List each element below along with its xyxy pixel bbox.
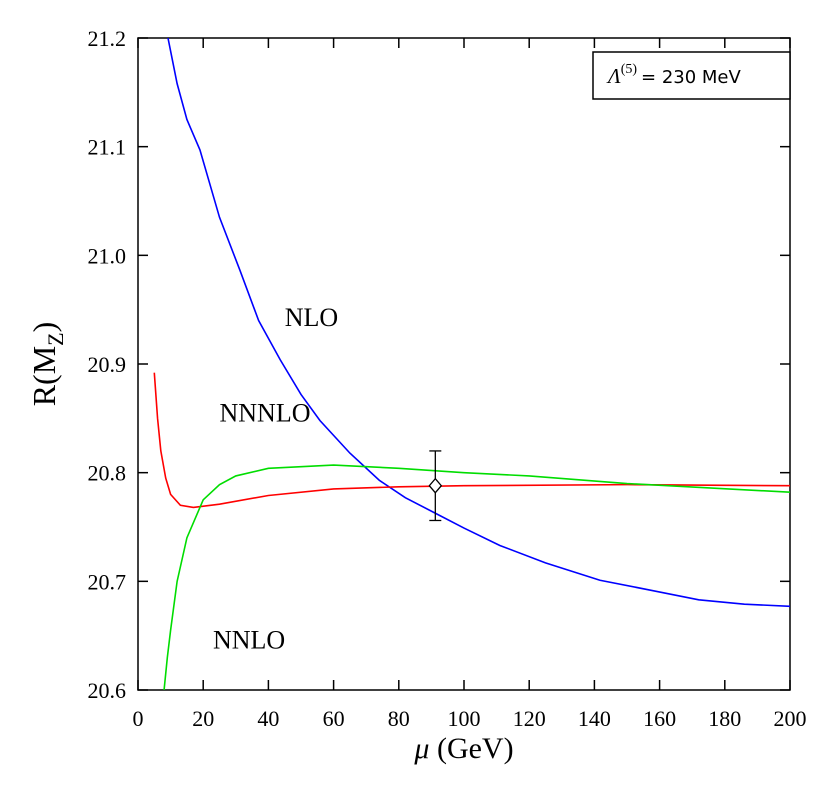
x-tick-label: 0 — [133, 706, 144, 731]
y-tick-label: 21.0 — [88, 243, 127, 268]
series-label: NLO — [285, 303, 338, 332]
y-tick-label: 20.7 — [88, 569, 127, 594]
info-box — [592, 51, 791, 100]
lambda: Λ — [606, 64, 621, 88]
info-text: Λ(5) = 230 MeV — [606, 62, 742, 88]
lines — [153, 38, 790, 690]
y-sub: Z — [43, 332, 68, 345]
series-line — [167, 38, 790, 608]
series-label: NNLO — [213, 626, 285, 655]
y-tick-label: 21.1 — [88, 135, 127, 160]
y-main: R(M — [26, 346, 62, 406]
series-line — [153, 372, 790, 509]
x-tick-label: 60 — [323, 706, 345, 731]
x-tick-label: 80 — [388, 706, 410, 731]
x-tick-label: 160 — [643, 706, 676, 731]
x-tick-label: 20 — [192, 706, 214, 731]
plot-frame — [137, 37, 791, 691]
box-value: = 230 MeV — [641, 67, 741, 88]
y-tick-label: 20.8 — [88, 461, 127, 486]
x-unit: (GeV) — [429, 732, 513, 765]
x-axis-label: μ (GeV) — [413, 732, 513, 765]
superscript: (5) — [621, 62, 638, 77]
x-tick-label: 100 — [448, 706, 481, 731]
x-tick-label: 200 — [774, 706, 807, 731]
y-tick-label: 21.2 — [88, 26, 127, 51]
x-tick-label: 120 — [513, 706, 546, 731]
mu: μ — [413, 732, 429, 765]
series-label: NNNLO — [220, 399, 311, 428]
y-axis-label: R(MZ) — [26, 322, 68, 407]
x-tick-label: 180 — [708, 706, 741, 731]
y-tick-label: 20.6 — [88, 678, 127, 703]
x-tick-label: 140 — [578, 706, 611, 731]
y-close: ) — [26, 322, 62, 333]
y-tick-label: 20.9 — [88, 352, 127, 377]
data-point — [428, 477, 443, 494]
x-tick-label: 40 — [257, 706, 279, 731]
series-line — [163, 464, 790, 690]
